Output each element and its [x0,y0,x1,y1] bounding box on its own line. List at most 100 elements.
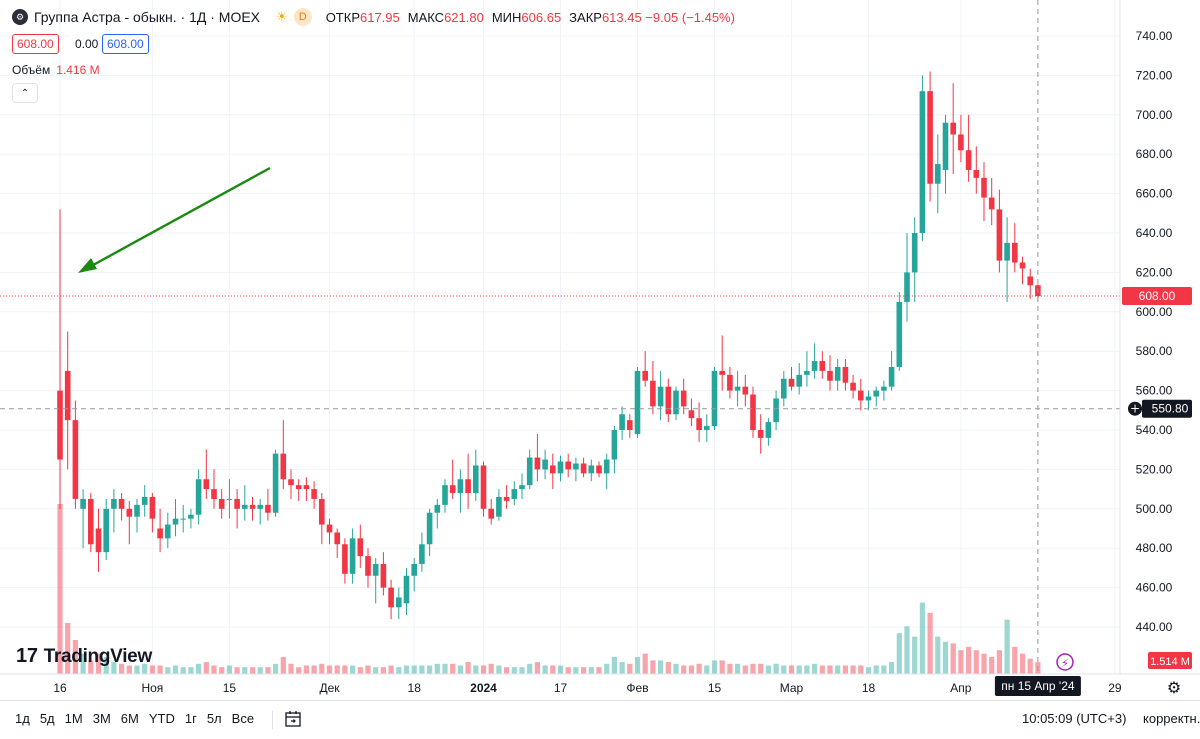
volume-bar [142,663,148,674]
volume-bar [758,663,764,674]
chart-legend: ⚙ Группа Астра - обыкн. · 1Д · MOEX ☀ D … [12,8,735,26]
volume-bar [411,665,417,674]
volume-bar [534,662,540,674]
volume-bar [357,667,363,674]
range-3m[interactable]: 3М [92,711,111,726]
volume-bar [234,667,240,674]
volume-bar [126,665,132,674]
volume-bar [973,650,979,674]
volume-bar [196,663,202,674]
range-5y[interactable]: 5л [206,711,222,726]
candle-body [234,498,240,509]
goto-date-calendar-icon[interactable] [283,709,303,729]
price-tick-label: 600.00 [1136,305,1173,319]
candle-body [650,380,656,407]
volume-bar [457,665,463,674]
time-tick-label: 18 [862,681,876,695]
candle-body [280,453,287,480]
candle-body [172,518,179,525]
candle-body [380,563,387,588]
volume-bar [935,636,941,674]
interval-badge[interactable]: D [293,8,312,26]
ohlc-high-value: 621.80 [444,9,484,25]
volume-value: 1.416 M [56,63,100,77]
range-5d[interactable]: 5д [39,711,55,726]
price-tick-label: 640.00 [1136,226,1173,240]
volume-bar [665,662,671,674]
candle-body [457,479,464,494]
candle-body [496,496,502,517]
volume-bar [688,665,694,674]
candle-body [550,465,556,474]
candle-body [657,386,664,407]
candle-body [534,457,541,470]
candle-body [342,544,348,574]
volume-bar [581,667,587,674]
volume-bar [265,667,271,674]
volume-bar [557,665,564,674]
candle-body [195,479,202,515]
collapse-legend-button[interactable]: ⌃ [12,83,38,103]
range-1m[interactable]: 1М [64,711,83,726]
buy-price-button[interactable]: 608.00 [102,34,149,54]
candle-body [226,498,233,500]
volume-bar [927,612,933,674]
candle-body [611,430,618,460]
clock-timezone[interactable]: 10:05:09 (UTC+3) [1022,711,1127,726]
crosshair-date-bg [994,676,1081,696]
volume-bar [57,504,63,674]
volume-bar [280,657,286,674]
volume-bar [819,665,825,674]
candle-body [627,420,633,430]
range-ytd[interactable]: YTD [148,711,175,726]
volume-bar [989,657,995,674]
volume-bar [881,665,887,674]
volume-bar [180,667,186,674]
price-axis[interactable]: 740.00 720.00 700.00 680.00 660.00 640.00 620.… [1122,29,1192,669]
tradingview-logo[interactable]: 17 TradingView [16,645,152,668]
chart-settings-gear-icon[interactable]: ⚙ [1166,680,1182,697]
candle-body [326,524,333,533]
volume-bar [919,602,925,674]
range-all[interactable]: Все [231,711,255,726]
chart-overlays: ⚡ [0,0,1120,674]
range-6m[interactable]: 6М [120,711,139,726]
candle-body [927,91,933,184]
adjustment-toggle[interactable]: корректн. [1143,711,1200,726]
crosshair-price-label: 550.80 [1152,402,1189,416]
crosshair-price-bg [1142,399,1192,418]
time-tick-label: Апр [950,681,972,695]
symbol-title[interactable]: Группа Астра - обыкн. · 1Д · MOEX [34,9,261,25]
sell-price-button[interactable]: 608.00 [12,34,59,54]
candle-body [503,496,510,501]
volume-bar [673,663,679,674]
plus-icon: + [1130,402,1140,416]
candle-body [488,508,494,519]
candle-body [842,366,849,383]
range-1d[interactable]: 1д [15,711,30,726]
volume-bar [750,663,756,674]
volume-bar [326,665,333,674]
candle-body [796,374,802,387]
candle-body [942,122,949,170]
volume-bar [527,663,533,674]
bottom-toolbar: 1д 5д 1М 3М 6М YTD 1г 5л Все 10:05:09 (U… [0,700,1200,739]
candle-body [218,498,225,509]
volume-bar [373,667,379,674]
range-1y[interactable]: 1г [184,711,197,726]
volume-bar [711,660,718,674]
volume-bar [942,641,949,674]
volume-bar [465,662,471,674]
time-axis[interactable]: 16 Ноя 15 Дек 18 2024 17 Фев 15 Мар 18 Апр 29 пн 15 А… [0,673,1200,696]
chevron-up-icon: ⌃ [20,87,30,99]
ohlc-low-value: 606.65 [521,9,562,25]
volume-bar [203,662,209,674]
candle-body [188,514,194,519]
volume-bar [288,663,294,674]
price-tick-label: 560.00 [1136,384,1173,398]
volume-bar [865,667,872,674]
candle-body [103,508,109,553]
volume-bar [488,663,494,674]
volume-bar [835,665,841,674]
